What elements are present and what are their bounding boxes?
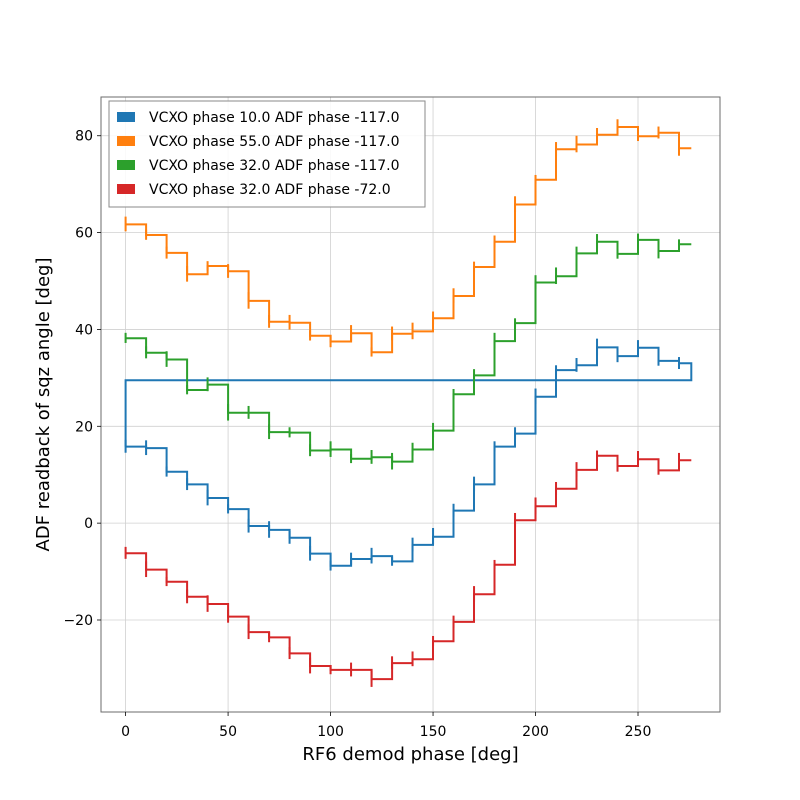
y-axis-label: ADF readback of sqz angle [deg] (33, 258, 54, 552)
x-tick-label: 0 (121, 724, 130, 740)
x-tick-label: 150 (420, 724, 447, 740)
y-tick-label: 0 (84, 516, 93, 532)
ticks: 0 50 100 150 200 250 −20 0 20 40 60 80 (63, 129, 651, 740)
legend-box (108, 100, 426, 208)
legend-swatch (117, 112, 135, 122)
legend-entry: VCXO phase 55.0 ADF phase -117.0 (149, 134, 400, 150)
y-tick-label: 40 (75, 322, 93, 338)
series-2 (124, 119, 692, 357)
y-tick-label: 20 (75, 419, 93, 435)
y-tick-label: 80 (75, 129, 93, 145)
x-tick-label: 200 (522, 724, 549, 740)
x-tick-label: 250 (625, 724, 652, 740)
series-4 (124, 450, 692, 687)
legend-entry: VCXO phase 10.0 ADF phase -117.0 (149, 110, 400, 126)
series-1 (124, 338, 693, 571)
y-tick-label: 60 (75, 226, 93, 242)
legend: VCXO phase 10.0 ADF phase -117.0 VCXO pha… (108, 100, 426, 208)
plot-area (124, 119, 693, 687)
axes-frame (100, 96, 721, 713)
x-tick-label: 100 (317, 724, 344, 740)
y-tick-label: −20 (63, 613, 93, 629)
legend-swatch (117, 184, 135, 194)
x-tick-label: 50 (219, 724, 237, 740)
series-3 (124, 233, 692, 470)
x-axis-label: RF6 demod phase [deg] (302, 744, 518, 765)
legend-swatch (117, 160, 135, 170)
legend-entry: VCXO phase 32.0 ADF phase -117.0 (149, 158, 400, 174)
legend-entry: VCXO phase 32.0 ADF phase -72.0 (149, 182, 391, 198)
legend-swatch (117, 136, 135, 146)
